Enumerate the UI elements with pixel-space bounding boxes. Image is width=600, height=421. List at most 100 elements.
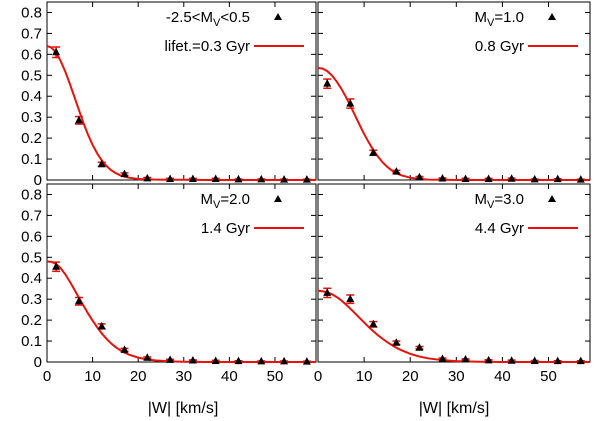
x-axis-label-right: |W| [km/s]	[419, 400, 490, 417]
x-tick-label: 50	[540, 368, 557, 385]
data-point	[576, 356, 585, 365]
panel-bottom-right: 0 10 20 30 40 50 MV=3.0 4.4 Gyr	[314, 183, 591, 385]
data-point	[302, 357, 311, 365]
model-curve-bottom-left	[46, 260, 316, 363]
x-tick-label: 10	[84, 368, 101, 385]
data-point	[120, 169, 129, 178]
y-tick-label: 0.4	[21, 270, 42, 287]
model-curve-top-right	[317, 66, 590, 181]
data-point	[553, 356, 562, 365]
y-tick-label: 0.8	[21, 4, 42, 21]
y-tick-label: 0.2	[21, 312, 42, 329]
legend-points-marker	[274, 13, 282, 20]
x-tick-label: 10	[356, 368, 373, 385]
data-point	[507, 356, 516, 364]
data-point	[392, 338, 401, 346]
data-point	[257, 174, 266, 183]
data-point	[415, 343, 424, 351]
legend-points-label: -2.5<MV<0.5	[166, 9, 250, 29]
data-point	[369, 319, 378, 328]
panel-top-left: 0 0.1 0.2 0.3 0.4 0.5 0.6 0.7 0.8 -2.5<MV<0.5 life…	[21, 1, 317, 189]
x-axis-label-left: |W| [km/s]	[148, 400, 219, 417]
data-point	[369, 148, 378, 156]
y-tick-label: 0.8	[21, 186, 42, 203]
data-point	[415, 172, 424, 181]
y-tick-label: 0.4	[21, 88, 42, 105]
x-tick-label: 0	[43, 368, 51, 385]
y-tick-label: 0.5	[21, 67, 42, 84]
data-point	[143, 173, 152, 182]
y-tick-label: 0.1	[21, 151, 42, 168]
y-tick-label: 0.1	[21, 333, 42, 350]
data-point	[211, 174, 220, 182]
data-point	[143, 353, 152, 361]
legend-line-label: 1.4 Gyr	[201, 220, 250, 237]
y-tick-label: 0	[34, 172, 42, 189]
data-point	[234, 174, 243, 183]
data-point	[530, 356, 539, 364]
data-point	[461, 354, 470, 363]
x-tick-label: 40	[494, 368, 511, 385]
panel-top-right: MV=1.0 0.8 Gyr	[317, 1, 591, 183]
data-point	[280, 175, 289, 183]
y-tick-label: 0.3	[21, 291, 42, 308]
data-point	[323, 79, 332, 87]
x-tick-label: 40	[221, 368, 238, 385]
data-point	[120, 345, 129, 353]
data-point	[346, 294, 355, 303]
data-point	[530, 174, 539, 183]
data-point	[346, 99, 355, 107]
data-point	[257, 356, 266, 365]
y-tick-label: 0.6	[21, 46, 42, 63]
panel-bottom-left: 0 0.1 0.2 0.3 0.4 0.5 0.6 0.7 0.8 0 10 20 30 40 50 MV=2…	[21, 183, 317, 385]
y-tick-label: 0.6	[21, 228, 42, 245]
x-tick-label: 20	[130, 368, 147, 385]
data-point	[438, 174, 447, 182]
data-point	[461, 174, 470, 182]
y-tick-label: 0.3	[21, 109, 42, 126]
legend-points-label: MV=2.0	[201, 191, 250, 211]
x-tick-label: 50	[267, 368, 284, 385]
y-tick-label: 0.2	[21, 130, 42, 147]
data-point	[553, 174, 562, 183]
data-point	[211, 356, 220, 364]
data-point	[280, 356, 289, 365]
data-point	[97, 159, 106, 168]
y-tick-label: 0.5	[21, 249, 42, 266]
model-curve-top-left	[46, 45, 316, 181]
data-point	[302, 175, 311, 183]
x-tick-label: 20	[402, 368, 419, 385]
model-curve-bottom-right	[317, 289, 590, 363]
data-point	[507, 174, 516, 182]
panels: 0 0.1 0.2 0.3 0.4 0.5 0.6 0.7 0.8 -2.5<MV<0.5 life…	[21, 1, 591, 385]
legend-points-marker	[548, 13, 556, 20]
legend-points-marker	[548, 195, 556, 202]
data-point	[484, 355, 493, 364]
data-point	[234, 356, 243, 365]
legend-line-label: 4.4 Gyr	[475, 220, 524, 237]
legend-points-label: MV=1.0	[475, 9, 524, 29]
legend-points-marker	[274, 195, 282, 202]
data-point	[52, 47, 61, 56]
data-point	[188, 174, 197, 182]
y-tick-label: 0.7	[21, 207, 42, 224]
data-point	[74, 115, 83, 124]
data-point	[484, 174, 493, 182]
data-point	[392, 167, 401, 175]
plot-frame-top-right	[317, 1, 591, 181]
legend-line-label: 0.8 Gyr	[475, 38, 524, 55]
x-tick-label: 0	[314, 368, 322, 385]
data-point	[576, 175, 585, 183]
legend-line-label: lifet.=0.3 Gyr	[165, 38, 250, 55]
data-point	[166, 355, 175, 363]
legend-points-label: MV=3.0	[475, 191, 524, 211]
data-point	[188, 356, 197, 364]
data-point	[74, 296, 83, 305]
plot-frame-bottom-left	[46, 183, 317, 363]
data-point	[97, 321, 106, 330]
plot-frame-bottom-right	[317, 183, 591, 363]
data-point	[52, 262, 61, 270]
data-point	[438, 354, 447, 362]
x-tick-label: 30	[175, 368, 192, 385]
